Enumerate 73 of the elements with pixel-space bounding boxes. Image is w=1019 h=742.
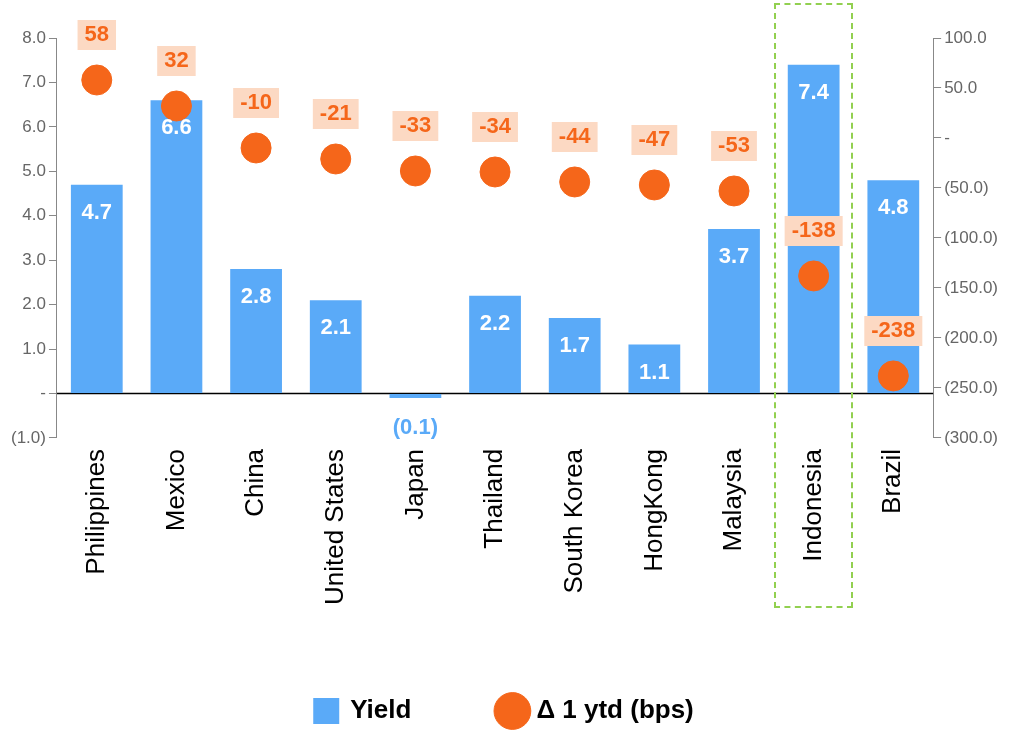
data-label: 2.8	[240, 283, 272, 309]
data-label: -21	[319, 100, 352, 126]
y2-tick-label: (50.0)	[944, 177, 989, 197]
bar	[70, 184, 123, 393]
x-tick-label: HongKong	[637, 448, 668, 572]
y-tick-label: -	[40, 383, 46, 403]
data-label: 2.1	[320, 314, 352, 340]
data-label: 58	[84, 21, 110, 47]
y2-tick-label: (200.0)	[944, 327, 999, 347]
data-label: 2.2	[479, 309, 511, 335]
bar	[708, 229, 760, 393]
data-label: -33	[399, 112, 432, 138]
data-label: 1.7	[559, 332, 590, 357]
data-label: 1.1	[639, 358, 670, 384]
x-tick-label: Japan	[398, 448, 429, 520]
y-tick-label: 1.0	[22, 338, 46, 358]
x-tick-label: China	[239, 448, 270, 517]
data-label: -138	[791, 217, 836, 243]
x-tick-label: Mexico	[159, 448, 190, 532]
bar	[548, 317, 601, 393]
y-tick-label: 5.0	[22, 160, 46, 180]
data-label: 4.8	[878, 194, 909, 220]
point	[320, 143, 352, 175]
bar	[389, 393, 442, 398]
y2-tick-label: 50.0	[944, 77, 978, 97]
x-tick-label: Brazil	[876, 448, 907, 514]
point	[399, 155, 431, 187]
data-label: 32	[164, 47, 189, 73]
y2-tick-label: 100.0	[944, 27, 987, 47]
data-label: 4.7	[81, 198, 113, 224]
y-tick-label: (1.0)	[10, 427, 46, 447]
point	[798, 260, 830, 292]
legend-label: Δ 1 ytd (bps)	[536, 694, 694, 725]
y-tick-label: 6.0	[22, 116, 46, 136]
point	[718, 175, 750, 207]
point	[240, 132, 272, 164]
y2-tick-label: (150.0)	[944, 277, 999, 297]
y2-tick-label: (300.0)	[944, 427, 999, 447]
bar	[150, 100, 203, 393]
data-label: -44	[558, 123, 592, 149]
point	[559, 166, 591, 198]
x-tick-label: Indonesia	[796, 448, 827, 562]
y2-tick-label: (250.0)	[944, 377, 999, 397]
y2-tick-label: -	[944, 127, 950, 147]
point	[638, 169, 670, 201]
point	[877, 360, 909, 392]
y-tick-label: 8.0	[22, 27, 46, 47]
bar	[628, 344, 681, 393]
x-tick-label: South Korea	[557, 448, 588, 594]
data-label: (0.1)	[392, 413, 439, 439]
x-tick-label: Philippines	[79, 448, 110, 575]
data-label: 6.6	[161, 114, 192, 140]
y-tick-label: 2.0	[22, 294, 46, 314]
legend-label: Yield	[350, 694, 412, 725]
bar	[230, 269, 282, 393]
y-tick-label: 7.0	[22, 72, 46, 92]
data-label: -34	[479, 113, 512, 139]
y-tick-label: 3.0	[22, 249, 46, 269]
bar	[469, 295, 521, 393]
data-label: 7.4	[798, 78, 830, 104]
data-label: -53	[718, 132, 750, 158]
bar	[309, 300, 362, 393]
x-tick-label: Thailand	[478, 448, 509, 549]
data-label: -238	[871, 316, 916, 342]
x-tick-label: Malaysia	[717, 448, 748, 552]
y2-tick-label: (100.0)	[944, 227, 999, 247]
data-label: 3.7	[718, 243, 750, 269]
data-label: -10	[240, 89, 272, 115]
x-tick-label: United States	[318, 448, 349, 605]
point	[479, 156, 511, 188]
point	[81, 64, 113, 96]
data-label: -47	[638, 126, 671, 152]
y-tick-label: 4.0	[22, 205, 46, 225]
